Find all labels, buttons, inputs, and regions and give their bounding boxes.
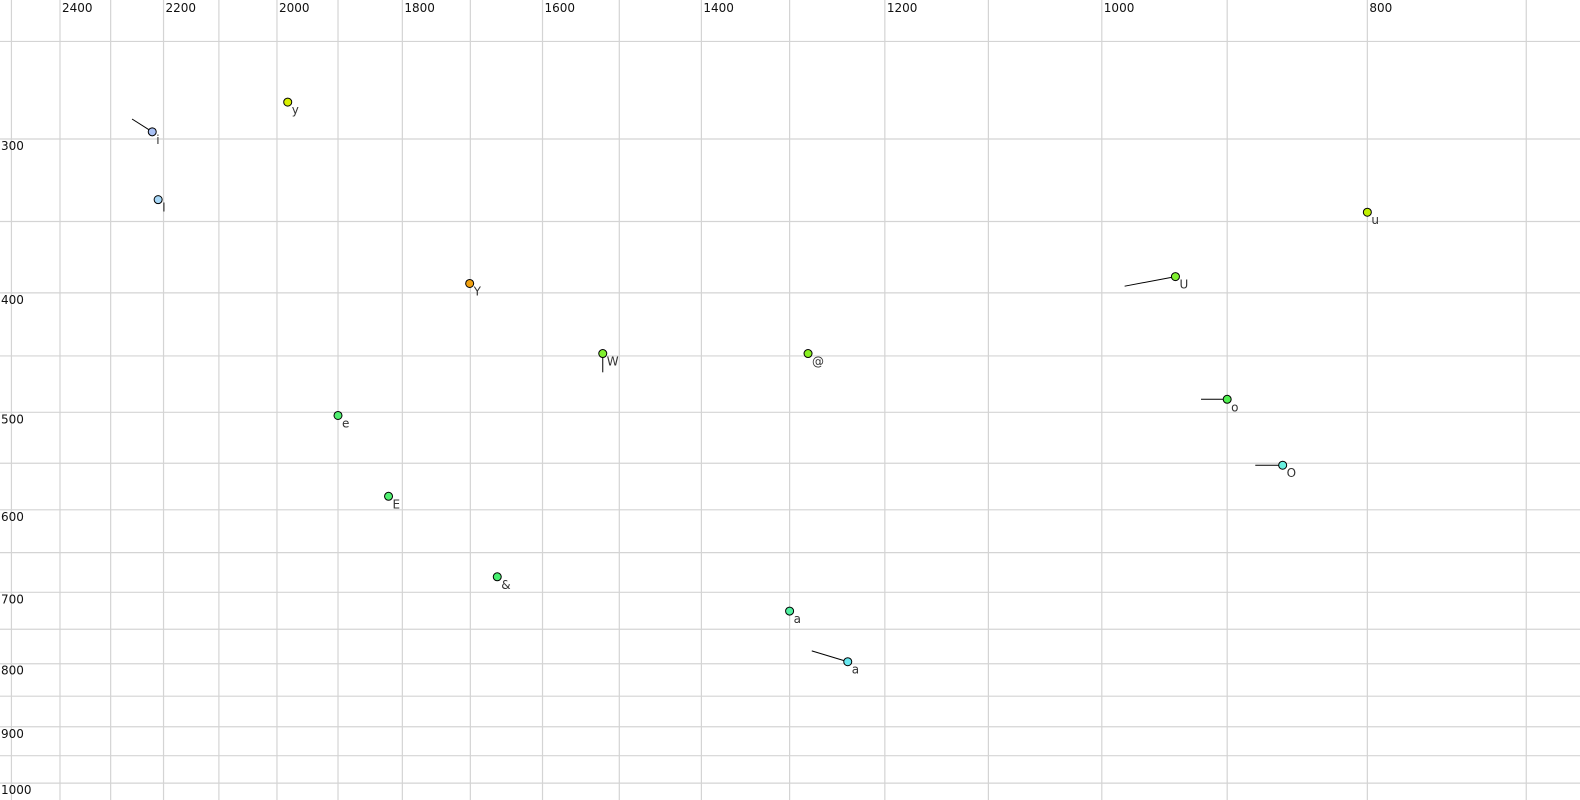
y-tick-label: 900: [1, 727, 24, 741]
point-label: o: [1231, 400, 1238, 414]
x-tick-label: 1400: [703, 1, 734, 15]
y-tick-label: 1000: [1, 783, 32, 797]
data-point: [465, 278, 475, 288]
point-label: O: [1287, 466, 1296, 480]
point-label: &: [501, 578, 510, 592]
point-label: @: [812, 355, 824, 369]
trajectory-line: [1124, 276, 1176, 287]
x-tick-label: 1600: [545, 1, 576, 15]
x-tick-label: 1800: [404, 1, 435, 15]
data-point: [803, 349, 813, 359]
point-label: u: [1371, 213, 1379, 227]
x-tick-label: 800: [1369, 1, 1392, 15]
point-label: i: [156, 133, 159, 147]
x-tick-label: 2400: [62, 1, 93, 15]
data-point: [843, 657, 853, 667]
data-point: [598, 349, 608, 359]
data-point: [1222, 394, 1232, 404]
y-tick-label: 400: [1, 293, 24, 307]
y-tick-label: 800: [1, 664, 24, 678]
point-label: Y: [473, 284, 482, 298]
x-tick-label: 2000: [279, 1, 310, 15]
point-label: W: [607, 355, 619, 369]
trajectory-line: [811, 650, 848, 663]
point-label: E: [393, 497, 401, 511]
point-label: a: [852, 663, 859, 677]
data-point: [492, 572, 502, 582]
data-point: [1170, 272, 1180, 282]
data-point: [283, 97, 293, 107]
y-tick-label: 500: [1, 412, 24, 426]
axis-tick-labels: 2400 2200 2000 1800 1600 1400 1200 1000 800 300 40…: [1, 1, 1392, 797]
data-point: [147, 127, 157, 137]
point-label: I: [162, 201, 166, 215]
x-tick-label: 2200: [166, 1, 197, 15]
y-tick-label: 300: [1, 139, 24, 153]
point-label: U: [1179, 278, 1188, 292]
data-point: [1362, 207, 1372, 217]
x-tick-label: 1000: [1104, 1, 1135, 15]
x-tick-label: 1200: [887, 1, 918, 15]
data-point: [384, 491, 394, 501]
point-label: e: [342, 416, 349, 430]
y-tick-label: 700: [1, 592, 24, 606]
data-point: [153, 195, 163, 205]
data-point: [333, 410, 343, 420]
data-point: [785, 606, 795, 616]
point-label: y: [292, 103, 299, 117]
y-tick-label: 600: [1, 510, 24, 524]
point-label: a: [794, 612, 801, 626]
data-point: [1278, 460, 1288, 470]
data-points: i Iy Y W @ e E & a a Uu o O: [131, 97, 1379, 677]
